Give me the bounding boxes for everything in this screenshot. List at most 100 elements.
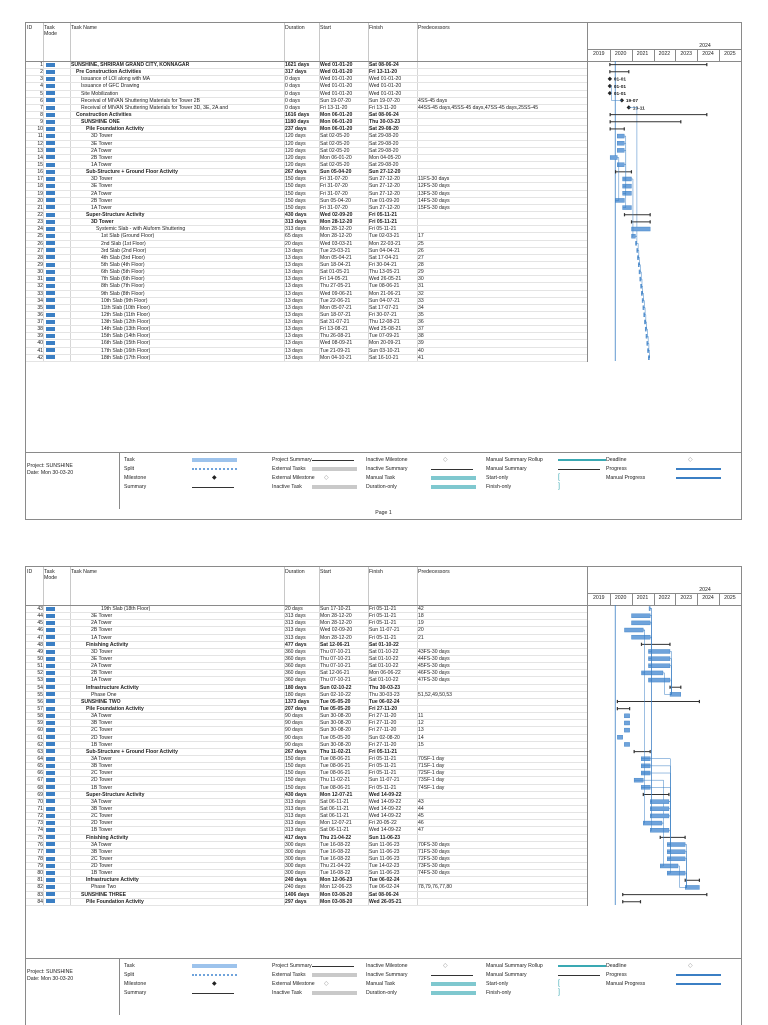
table-row[interactable]: 8 Construction Activities 1616 days Mon 06-…	[26, 111, 587, 120]
table-row[interactable]: 27 3rd Slab (2nd Floor) 13 days Tue 23-03-2…	[26, 247, 587, 255]
table-row[interactable]: 3 Issuance of LOI along with MA 0 days Wed …	[26, 76, 587, 84]
col-header-mode[interactable]: Task Mode	[44, 569, 57, 581]
table-row[interactable]: 9 SUNSHINE ONE 1180 days Mon 06-01-20 Thu 30…	[26, 119, 587, 127]
table-row[interactable]: 1 SUNSHINE, SHRIRAM GRAND CITY, KONNAGAR 1…	[26, 62, 587, 70]
table-row[interactable]: 51 2A Tower 360 days Thu 07-10-21 Sat 01-10-…	[26, 663, 587, 671]
table-row[interactable]: 18 3E Tower 150 days Fri 31-07-20 Sun 27-12-…	[26, 183, 587, 191]
table-row[interactable]: 65 3B Tower 150 days Tue 08-06-21 Fri 05-11-…	[26, 763, 587, 771]
table-row[interactable]: 4 Issuance of GFC Drawing 0 days Wed 01-01-…	[26, 83, 587, 91]
table-row[interactable]: 13 2A Tower 120 days Sat 02-05-20 Sat 29-08-…	[26, 147, 587, 155]
table-row[interactable]: 23 3D Tower 313 days Mon 28-12-20 Fri 05-11-…	[26, 219, 587, 227]
table-row[interactable]: 71 3B Tower 313 days Sat 06-11-21 Wed 14-09-…	[26, 805, 587, 814]
table-row[interactable]: 30 6th Slab (5th Floor) 13 days Sat 01-05-2…	[26, 269, 587, 277]
table-row[interactable]: 31 7th Slab (6th Floor) 13 days Fri 14-05-2…	[26, 276, 587, 284]
table-row[interactable]: 7 Receival of MIVAN Shuttering Materials …	[26, 104, 587, 112]
col-header-finish[interactable]: Finish	[369, 569, 383, 575]
table-row[interactable]: 10 Pile Foundation Activity 237 days Mon 06…	[26, 126, 587, 134]
table-row[interactable]: 32 8th Slab (7th Floor) 13 days Thu 27-05-2…	[26, 283, 587, 291]
table-row[interactable]: 53 1A Tower 360 days Thu 07-10-21 Sat 01-10-…	[26, 677, 587, 685]
col-header-predecessors[interactable]: Predecessors	[418, 25, 450, 31]
table-row[interactable]: 75 Finishing Activity 417 days Thu 21-04-22…	[26, 834, 587, 842]
table-row[interactable]: 20 2B Tower 150 days Sun 05-04-20 Tue 01-09-…	[26, 197, 587, 205]
task-duration: 65 days	[285, 233, 303, 240]
col-header-start[interactable]: Start	[320, 25, 331, 31]
table-row[interactable]: 35 11th Slab (10th Floor) 13 days Mon 05-07…	[26, 304, 587, 312]
col-header-start[interactable]: Start	[320, 569, 331, 575]
table-row[interactable]: 21 1A Tower 150 days Fri 31-07-20 Sun 27-12-…	[26, 204, 587, 212]
table-row[interactable]: 5 Site Mobilization 0 days Wed 01-01-20 Wed …	[26, 90, 587, 98]
table-row[interactable]: 6 Receival of MIVAN Shuttering Materials …	[26, 97, 587, 105]
table-row[interactable]: 81 Infrastructure Activity 240 days Mon 12-…	[26, 877, 587, 885]
table-row[interactable]: 42 18th Slab (17th Floor) 13 days Mon 04-10…	[26, 354, 587, 362]
table-row[interactable]: 72 2C Tower 313 days Sat 06-11-21 Wed 14-09-…	[26, 813, 587, 821]
task-finish: Tue 07-09-21	[369, 333, 400, 340]
table-row[interactable]: 17 3D Tower 150 days Fri 31-07-20 Sun 27-12-…	[26, 176, 587, 184]
table-row[interactable]: 73 2D Tower 313 days Mon 12-07-21 Fri 20-05-…	[26, 820, 587, 828]
table-row[interactable]: 84 Pile Foundation Activity 297 days Mon 03…	[26, 898, 587, 906]
table-row[interactable]: 19 2A Tower 150 days Fri 31-07-20 Sun 27-12-…	[26, 190, 587, 198]
table-row[interactable]: 74 1B Tower 313 days Sat 06-11-21 Wed 14-09-…	[26, 827, 587, 835]
table-row[interactable]: 26 2nd Slab (1st Floor) 20 days Wed 03-03-2…	[26, 240, 587, 248]
table-row[interactable]: 83 SUNSHINE THREE 1406 days Mon 03-08-20 Sat…	[26, 891, 587, 899]
table-row[interactable]: 78 2C Tower 300 days Tue 16-08-22 Sun 11-06-…	[26, 855, 587, 864]
table-row[interactable]: 58 3A Tower 90 days Sun 30-08-20 Fri 27-11-2…	[26, 713, 587, 721]
table-row[interactable]: 55 Phase One 180 days Sun 02-10-22 Thu 30-03…	[26, 691, 587, 699]
table-row[interactable]: 67 2D Tower 150 days Thu 11-02-21 Sun 11-07-…	[26, 777, 587, 785]
table-row[interactable]: 12 3E Tower 120 days Sat 02-05-20 Sat 29-08-…	[26, 140, 587, 148]
table-row[interactable]: 25 1st Slab (Ground Floor) 65 days Mon 28-1…	[26, 233, 587, 241]
table-row[interactable]: 44 3E Tower 313 days Mon 28-12-20 Fri 05-11-…	[26, 613, 587, 621]
table-row[interactable]: 28 4th Slab (3rd Floor) 13 days Mon 05-04-2…	[26, 254, 587, 262]
table-row[interactable]: 59 3B Tower 90 days Sun 30-08-20 Fri 27-11-2…	[26, 720, 587, 728]
table-row[interactable]: 68 1B Tower 150 days Tue 08-06-21 Fri 05-11-…	[26, 784, 587, 792]
table-row[interactable]: 29 5th Slab (4th Floor) 13 days Sun 18-04-2…	[26, 261, 587, 270]
table-row[interactable]: 64 3A Tower 150 days Tue 08-06-21 Fri 05-11-…	[26, 755, 587, 764]
table-row[interactable]: 36 12th Slab (11th Floor) 13 days Sun 18-07…	[26, 311, 587, 320]
table-row[interactable]: 70 3A Tower 313 days Sat 06-11-21 Wed 14-09-…	[26, 798, 587, 806]
table-row[interactable]: 56 SUNSHINE TWO 1373 days Tue 05-05-20 Tue 0…	[26, 698, 587, 706]
table-row[interactable]: 37 13th Slab (12th Floor) 13 days Sat 31-07…	[26, 319, 587, 327]
table-row[interactable]: 63 Sub-Structure + Ground Floor Activity 2…	[26, 748, 587, 756]
table-row[interactable]: 16 Sub-Structure + Ground Floor Activity 2…	[26, 169, 587, 177]
table-row[interactable]: 15 1A Tower 120 days Sat 02-05-20 Sat 29-08-…	[26, 161, 587, 170]
col-header-name[interactable]: Task Name	[71, 25, 97, 31]
table-row[interactable]: 62 1B Tower 90 days Sun 30-08-20 Fri 27-11-2…	[26, 741, 587, 749]
col-header-duration[interactable]: Duration	[285, 569, 305, 575]
col-header-duration[interactable]: Duration	[285, 25, 305, 31]
table-row[interactable]: 41 17th Slab (16th Floor) 13 days Tue 21-09…	[26, 347, 587, 355]
table-row[interactable]: 69 Super-Structure Activity 430 days Mon 12…	[26, 791, 587, 799]
table-row[interactable]: 45 2A Tower 313 days Mon 28-12-20 Fri 05-11-…	[26, 620, 587, 628]
table-row[interactable]: 22 Super-Structure Activity 430 days Wed 02…	[26, 211, 587, 220]
table-row[interactable]: 50 3E Tower 360 days Thu 07-10-21 Sat 01-10-…	[26, 655, 587, 664]
col-header-finish[interactable]: Finish	[369, 25, 383, 31]
table-row[interactable]: 52 2B Tower 360 days Sat 12-06-21 Mon 06-06-…	[26, 670, 587, 678]
table-row[interactable]: 39 15th Slab (14th Floor) 13 days Thu 26-08…	[26, 333, 587, 341]
table-row[interactable]: 48 Finishing Activity 477 days Sat 12-06-21…	[26, 641, 587, 649]
table-row[interactable]: 54 Infrastructure Activity 180 days Sun 02-…	[26, 684, 587, 692]
table-row[interactable]: 60 2C Tower 90 days Sun 30-08-20 Fri 27-11-2…	[26, 727, 587, 735]
table-row[interactable]: 2 Pre Construction Activities 317 days Wed …	[26, 69, 587, 77]
col-header-id[interactable]: ID	[27, 569, 33, 575]
table-row[interactable]: 34 10th Slab (9th Floor) 13 days Tue 22-06-…	[26, 297, 587, 305]
col-header-name[interactable]: Task Name	[71, 569, 97, 575]
table-row[interactable]: 49 3D Tower 360 days Thu 07-10-21 Sat 01-10-…	[26, 648, 587, 656]
table-row[interactable]: 57 Pile Foundation Activity 207 days Tue 05…	[26, 705, 587, 714]
table-row[interactable]: 43 19th Slab (18th Floor) 20 days Sun 17-10…	[26, 606, 587, 614]
table-row[interactable]: 24 Systemic Slab - with Aluform Shutterin…	[26, 226, 587, 234]
table-row[interactable]: 77 3B Tower 300 days Tue 16-08-22 Sun 11-06-…	[26, 848, 587, 856]
table-row[interactable]: 40 16th Slab (15th Floor) 13 days Wed 08-09…	[26, 340, 587, 348]
table-row[interactable]: 80 1B Tower 300 days Tue 16-08-22 Sun 11-06-…	[26, 870, 587, 878]
table-row[interactable]: 38 14th Slab (13th Floor) 13 days Fri 13-08…	[26, 326, 587, 334]
table-row[interactable]: 11 3D Tower 120 days Sat 02-05-20 Sat 29-08-…	[26, 133, 587, 141]
table-row[interactable]: 66 2C Tower 150 days Tue 08-06-21 Fri 05-11-…	[26, 770, 587, 778]
col-header-mode[interactable]: Task Mode	[44, 25, 57, 37]
table-row[interactable]: 33 9th Slab (8th Floor) 13 days Wed 09-06-2…	[26, 290, 587, 298]
table-row[interactable]: 46 2B Tower 313 days Wed 02-09-20 Sun 11-07-…	[26, 627, 587, 635]
table-row[interactable]: 82 Phase Two 240 days Mon 12-06-23 Tue 06-02…	[26, 884, 587, 892]
table-row[interactable]: 14 2B Tower 120 days Mon 06-01-20 Mon 04-05-…	[26, 154, 587, 162]
table-row[interactable]: 61 2D Tower 90 days Tue 05-05-20 Sun 02-08-2…	[26, 734, 587, 742]
table-row[interactable]: 79 2D Tower 300 days Thu 21-04-22 Tue 14-02-…	[26, 863, 587, 871]
table-row[interactable]: 47 1A Tower 313 days Mon 28-12-20 Fri 05-11-…	[26, 634, 587, 642]
table-row[interactable]: 76 3A Tower 300 days Tue 16-08-22 Sun 11-06-…	[26, 841, 587, 849]
col-header-predecessors[interactable]: Predecessors	[418, 569, 450, 575]
col-header-id[interactable]: ID	[27, 25, 33, 31]
